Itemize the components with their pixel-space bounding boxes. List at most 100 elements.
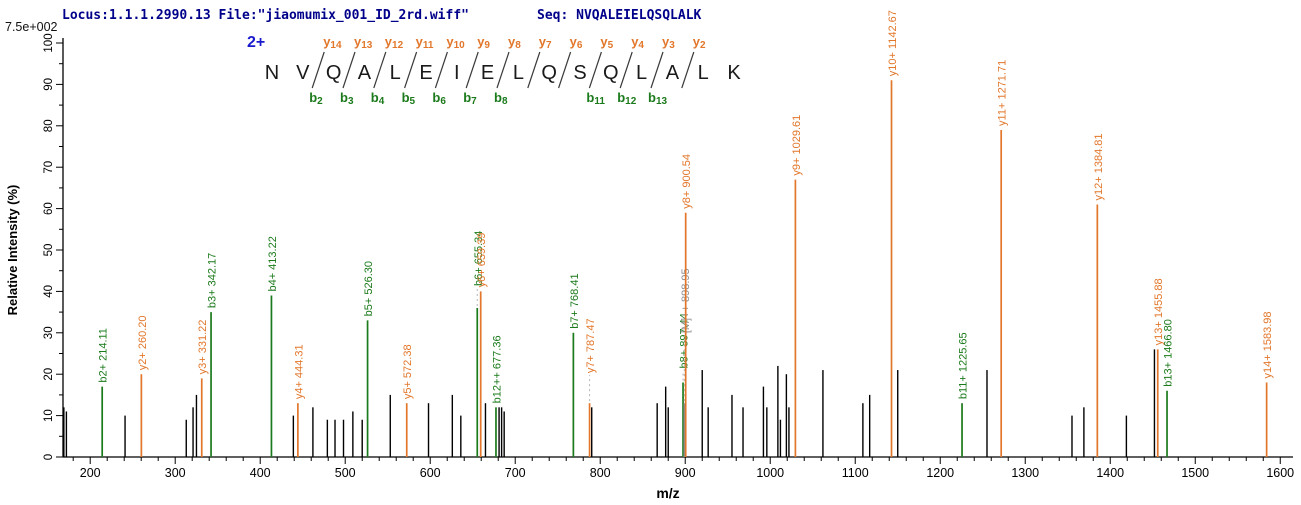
cleavage-mark xyxy=(311,51,325,89)
y12-ion-label: y12 xyxy=(385,34,404,51)
b7-ion-label: b7 xyxy=(463,90,477,107)
peak-label: b3+ 342.17 xyxy=(207,253,219,308)
residue-13-L: L xyxy=(636,62,647,84)
x-axis-tick-label: 800 xyxy=(590,466,611,480)
b11-ion-label: b11 xyxy=(586,90,605,107)
y-axis-tick-label: 100 xyxy=(43,33,55,52)
residue-1-N: N xyxy=(265,62,279,84)
y2-ion-label: y2 xyxy=(693,34,706,51)
peak-label: y14+ 1583.98 xyxy=(1262,311,1274,378)
y13-ion-label: y13 xyxy=(354,34,373,51)
x-axis-tick-label: 1400 xyxy=(1096,466,1124,480)
y-axis-title: Relative Intensity (%) xyxy=(5,185,20,316)
residue-8-E: E xyxy=(481,62,494,84)
peak-label: y13+ 1455.88 xyxy=(1153,278,1165,345)
y10-ion-label: y10 xyxy=(446,34,465,51)
x-axis-tick-label: 700 xyxy=(505,466,526,480)
x-axis-tick-label: 1600 xyxy=(1266,466,1294,480)
residue-16-K: K xyxy=(727,62,741,84)
peak-label: y7+ 787.47 xyxy=(585,318,597,373)
peak-label: b2+ 214.11 xyxy=(98,328,110,383)
y-axis-tick-label: 40 xyxy=(43,285,55,298)
x-axis-tick-label: 1200 xyxy=(926,466,954,480)
cleavage-mark xyxy=(496,51,510,89)
b13-ion-label: b13 xyxy=(648,90,668,107)
x-axis-tick-label: 1000 xyxy=(756,466,784,480)
residue-12-Q: Q xyxy=(603,62,619,84)
y-axis-tick-label: 10 xyxy=(43,409,55,422)
cleavage-mark xyxy=(650,51,664,89)
peak-label: b11+ 1225.65 xyxy=(958,332,970,399)
peak-label: b12++ 677.36 xyxy=(491,335,503,403)
b3-ion-label: b3 xyxy=(340,90,354,107)
b6-ion-label: b6 xyxy=(432,90,446,107)
peak-label: b6+ 655.34 xyxy=(473,231,485,286)
residue-9-L: L xyxy=(513,62,524,84)
peak-label: b7+ 768.41 xyxy=(569,273,581,328)
cleavage-mark xyxy=(404,51,418,89)
peak-label: y8+ 900.54 xyxy=(681,154,693,209)
b2-ion-label: b2 xyxy=(309,90,323,107)
peak-label: y11+ 1271.71 xyxy=(997,60,1009,126)
intensity-scale-label: 7.5e+002 xyxy=(5,20,58,34)
x-axis-tick-label: 600 xyxy=(420,466,441,480)
residue-4-A: A xyxy=(358,62,372,84)
peak-label: y10+ 1142.67 xyxy=(887,10,899,76)
peak-label: y6+ 659.39 xyxy=(476,233,488,288)
residue-14-A: A xyxy=(666,62,680,84)
cleavage-mark xyxy=(434,51,448,89)
y11-ion-label: y11 xyxy=(416,34,434,51)
x-axis-tick-label: 400 xyxy=(250,466,271,480)
b8-ion-label: b8 xyxy=(494,90,508,107)
x-axis-title: m/z xyxy=(656,485,679,501)
y3-ion-label: y3 xyxy=(662,34,675,51)
b4-ion-label: b4 xyxy=(371,90,385,107)
x-axis-tick-label: 1100 xyxy=(842,466,869,480)
y4-ion-label: y4 xyxy=(631,34,644,51)
peak-label: y3+ 331.22 xyxy=(197,320,209,375)
peak-label: y4+ 444.31 xyxy=(293,344,305,399)
cleavage-mark xyxy=(527,51,541,89)
peak-label: b4+ 413.22 xyxy=(267,236,279,291)
y-axis-tick-label: 0 xyxy=(43,454,55,460)
b5-ion-label: b5 xyxy=(402,90,416,107)
peak-label: b5+ 526.30 xyxy=(363,261,375,316)
x-axis-tick-label: 1500 xyxy=(1181,466,1209,480)
y8-ion-label: y8 xyxy=(508,34,521,51)
locus-file-label: Locus:1.1.1.2990.13 File:"jiaomumix_001_… xyxy=(62,8,469,23)
x-axis-tick-label: 500 xyxy=(335,466,356,480)
cleavage-mark xyxy=(619,51,633,89)
residue-3-Q: Q xyxy=(326,62,342,84)
peak-label: b13+ 1466.80 xyxy=(1163,319,1175,387)
y-axis-tick-label: 60 xyxy=(43,202,55,215)
y-axis-tick-label: 50 xyxy=(43,244,55,257)
y-axis-tick-label: 70 xyxy=(43,161,55,174)
y-axis-tick-label: 30 xyxy=(43,326,55,339)
b12-ion-label: b12 xyxy=(617,90,637,107)
peak-label: y9+ 1029.61 xyxy=(791,115,803,176)
residue-7-I: I xyxy=(454,62,460,84)
y-axis-tick-label: 20 xyxy=(43,368,55,381)
x-axis-tick-label: 200 xyxy=(80,466,101,480)
cleavage-mark xyxy=(558,51,572,89)
charge-state-label: 2+ xyxy=(247,34,265,51)
cleavage-mark xyxy=(373,51,387,89)
residue-2-V: V xyxy=(296,62,310,84)
y14-ion-label: y14 xyxy=(323,34,342,51)
x-axis-tick-label: 300 xyxy=(165,466,186,480)
residue-15-L: L xyxy=(698,62,709,84)
spectrum-plot: 0 10 20 30 40 50 60 70 80 90 100 200 300 400 500 600 700… xyxy=(5,10,1294,501)
peak-label: y12+ 1384.81 xyxy=(1093,133,1105,200)
y9-ion-label: y9 xyxy=(477,34,490,51)
peak-label: y5+ 572.38 xyxy=(402,344,414,399)
cleavage-mark xyxy=(465,51,479,89)
y6-ion-label: y6 xyxy=(570,34,583,51)
cleavage-mark xyxy=(681,51,695,89)
peak-label: y2+ 260.20 xyxy=(137,315,149,370)
y7-ion-label: y7 xyxy=(539,34,552,51)
cleavage-mark xyxy=(588,51,602,89)
y-axis-tick-label: 90 xyxy=(43,78,55,91)
